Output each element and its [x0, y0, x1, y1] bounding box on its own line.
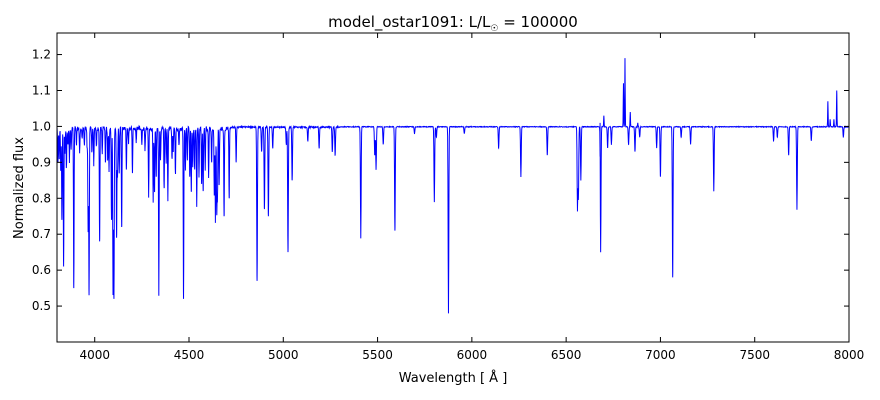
x-tick-label: 6500	[551, 348, 582, 362]
x-tick-label: 7000	[645, 348, 676, 362]
x-tick-label: 7500	[739, 348, 770, 362]
y-axis: 0.5 0.6 0.7 0.8 0.9 1.0 1.1 1.2	[32, 48, 849, 313]
y-tick-label: 0.9	[32, 155, 51, 169]
y-tick-label: 0.8	[32, 191, 51, 205]
y-tick-label: 1.0	[32, 119, 51, 133]
y-tick-label: 1.1	[32, 83, 51, 97]
chart-title-suffix: = 100000	[498, 13, 577, 31]
y-tick-label: 0.5	[32, 299, 51, 313]
y-tick-label: 1.2	[32, 48, 51, 62]
y-tick-label: 0.7	[32, 227, 51, 241]
chart-title: model_ostar1091: L/L☉ = 100000	[328, 13, 578, 34]
x-tick-label: 5000	[268, 348, 299, 362]
x-axis-label: Wavelength [ Å ]	[399, 370, 508, 386]
spectrum-series-line	[57, 58, 849, 314]
plot-area	[56, 32, 850, 343]
chart-title-subscript: ☉	[490, 24, 498, 34]
x-tick-label: 6000	[457, 348, 488, 362]
x-tick-label: 5500	[362, 348, 393, 362]
chart-title-main: model_ostar1091: L/L	[328, 13, 491, 32]
y-axis-label: Normalized flux	[12, 137, 27, 239]
plot-frame	[56, 32, 850, 343]
x-axis: 4000 4500 5000 5500 6000 6500 7000 7500 8000	[79, 33, 864, 362]
x-tick-label: 4500	[174, 348, 205, 362]
y-tick-label: 0.6	[32, 263, 51, 277]
x-tick-label: 8000	[834, 348, 865, 362]
x-tick-label: 4000	[79, 348, 110, 362]
